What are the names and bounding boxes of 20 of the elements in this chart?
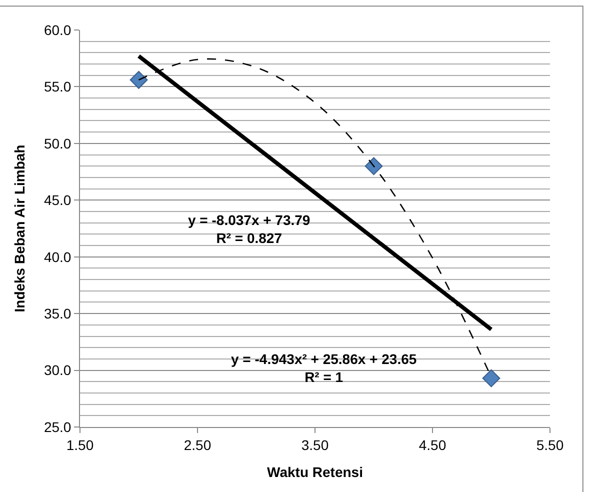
x-tick-label: 3.50 (301, 436, 329, 453)
x-tick-label: 5.50 (536, 436, 564, 453)
x-tick-label: 2.50 (184, 436, 212, 453)
y-tick-label: 55.0 (44, 78, 72, 95)
x-tick-label: 4.50 (418, 436, 446, 453)
y-axis-title: Indeks Beban Air Limbah (12, 144, 28, 312)
annotation: y = -4.943x² + 25.86x + 23.65 R² = 1 (231, 351, 417, 386)
y-tick-label: 50.0 (44, 135, 72, 152)
point (364, 157, 383, 176)
y-tick-label: 25.0 (44, 418, 72, 435)
annotation: y = -8.037x + 73.79 R² = 0.827 (188, 212, 310, 246)
y-tick-label: 35.0 (44, 305, 72, 322)
point (130, 70, 148, 89)
y-tick-label: 45.0 (44, 192, 72, 208)
x-tick-label: 1.50 (66, 436, 94, 453)
y-tick-label: 60.0 (44, 22, 72, 38)
point (482, 369, 500, 388)
y-tick-label: 30.0 (44, 362, 72, 378)
x-axis-title: Waktu Retensi (267, 464, 363, 480)
y-tick-label: 40.0 (44, 248, 72, 265)
